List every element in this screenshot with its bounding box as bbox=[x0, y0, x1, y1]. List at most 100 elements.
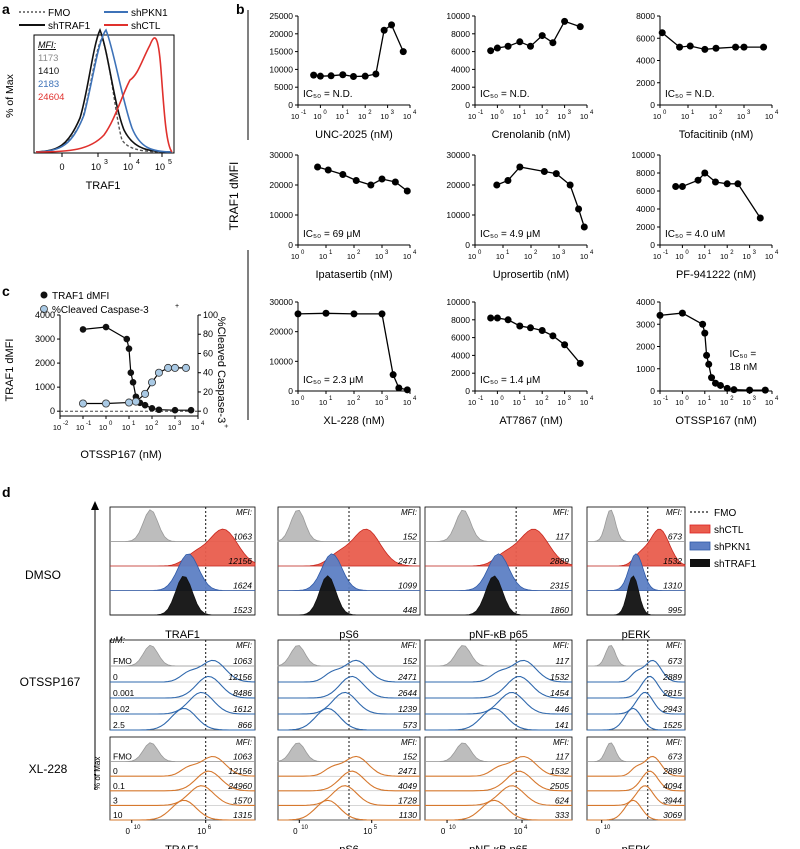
b-data-point bbox=[552, 170, 560, 178]
d-histogram bbox=[587, 645, 685, 667]
d-xtick-label: 10 bbox=[363, 827, 372, 836]
b-ytick-label: 2000 bbox=[636, 222, 655, 232]
b-xtick-exp: 2 bbox=[534, 250, 538, 256]
d-histogram bbox=[425, 659, 572, 683]
b-ytick-label: 10000 bbox=[446, 11, 470, 21]
b-ytick-label: 4000 bbox=[636, 56, 655, 66]
d-frame bbox=[586, 736, 686, 821]
c-xtick-exp: -2 bbox=[63, 421, 69, 427]
d-col-label-dmso: pERK bbox=[622, 629, 651, 641]
b-data-point bbox=[686, 42, 694, 50]
b-data-point bbox=[576, 23, 584, 31]
b-xtick-label: 10 bbox=[347, 398, 355, 407]
c-xtick-exp: 1 bbox=[132, 421, 136, 427]
b-data-point bbox=[723, 180, 731, 188]
c-legend-traf1-label: TRAF1 dMFI bbox=[52, 291, 109, 302]
b-data-point bbox=[294, 310, 302, 318]
legend-shpkn1-label: shPKN1 bbox=[131, 8, 168, 19]
c-traf1-point bbox=[129, 379, 137, 386]
c-ytick-label: 0 bbox=[50, 406, 55, 416]
c-traf1-point bbox=[187, 406, 195, 414]
d-mfi-value: 2471 bbox=[397, 556, 417, 566]
c-y2tick-label: 60 bbox=[203, 348, 213, 358]
d-mfi-value: 673 bbox=[668, 752, 682, 762]
d-histogram bbox=[587, 799, 685, 821]
b-ytick-label: 30000 bbox=[446, 150, 470, 160]
d-mfi-value: 2471 bbox=[397, 672, 417, 682]
b-xtick-label: 10 bbox=[535, 112, 543, 121]
b-xtick-label: 10 bbox=[681, 112, 689, 121]
b-xtick-label: 10 bbox=[535, 398, 543, 407]
a-xtick-label-1: 10 bbox=[91, 162, 101, 172]
b-data-point bbox=[760, 43, 768, 51]
b-xtick-label: 10 bbox=[313, 112, 321, 121]
d-histogram bbox=[587, 528, 686, 567]
b-ytick-label: 20000 bbox=[269, 29, 293, 39]
d-histogram bbox=[587, 707, 685, 731]
b-data-point bbox=[701, 169, 709, 177]
d-mfi-value: 152 bbox=[403, 532, 417, 542]
b-data-point bbox=[708, 374, 716, 382]
b-xtick-label: 10 bbox=[403, 398, 411, 407]
b-ic50: IC₅₀ = 1.4 μM bbox=[480, 375, 540, 386]
b-data-point bbox=[576, 359, 584, 367]
b-xtick-label: 10 bbox=[490, 398, 498, 407]
b-ytick-label: 2000 bbox=[636, 78, 655, 88]
d-mfi-value: 1063 bbox=[233, 656, 252, 666]
b-ic50: IC₅₀ = 4.9 μM bbox=[480, 229, 540, 240]
d-histogram bbox=[110, 755, 256, 777]
b-xtick-exp: 3 bbox=[562, 250, 566, 256]
b-ytick-label: 10000 bbox=[269, 356, 293, 366]
b-xtick-exp: 2 bbox=[730, 250, 734, 256]
b-data-point bbox=[487, 47, 495, 55]
d-mfi-value: 333 bbox=[555, 810, 569, 820]
d-xtick-exp: 6 bbox=[208, 825, 212, 831]
d-conc-label: FMO bbox=[113, 752, 132, 762]
c-legend-caspase-sup: + bbox=[175, 303, 179, 310]
d-histogram bbox=[425, 742, 572, 762]
d-mfi-header: MFI: bbox=[666, 641, 682, 650]
d-mfi-value: 448 bbox=[403, 605, 417, 615]
b-data-point bbox=[711, 178, 719, 186]
b-data-point bbox=[730, 386, 738, 394]
d-histogram bbox=[425, 707, 572, 731]
b-data-point bbox=[694, 176, 702, 184]
b-data-point bbox=[678, 309, 686, 317]
b-xtick-exp: 4 bbox=[590, 110, 594, 116]
a-xtick-exp-2: 4 bbox=[136, 159, 140, 166]
b-xtick-exp: 2 bbox=[357, 396, 361, 402]
b-xtick-label: 10 bbox=[524, 252, 532, 261]
d-histogram bbox=[110, 785, 255, 806]
d-legend-shctl-swatch bbox=[689, 524, 711, 534]
b-xtick-label: 10 bbox=[720, 398, 728, 407]
d-col-label-dmso: pNF-κB p65 bbox=[469, 629, 528, 641]
d-mfi-header: MFI: bbox=[236, 641, 252, 650]
d-mfi-value: 2815 bbox=[662, 688, 682, 698]
b-data-point bbox=[395, 384, 403, 392]
d-histogram bbox=[110, 659, 256, 683]
b-xtick-exp: -1 bbox=[663, 250, 669, 256]
panel-letter-d: d bbox=[2, 484, 11, 500]
b-data-point bbox=[339, 171, 347, 178]
d-histogram bbox=[425, 553, 572, 591]
d-mfi-value: 1523 bbox=[233, 605, 252, 615]
c-legend-caspase-label: %Cleaved Caspase-3 bbox=[52, 305, 149, 316]
d-histogram bbox=[110, 575, 255, 616]
b-data-point bbox=[734, 180, 742, 188]
d-mfi-value: 152 bbox=[403, 752, 417, 762]
b-xlabel: Uprosertib (nM) bbox=[493, 269, 569, 281]
d-histogram bbox=[278, 575, 420, 616]
hist-a-shtraf1 bbox=[35, 27, 173, 153]
b-xtick-label: 10 bbox=[319, 252, 327, 261]
b-data-point bbox=[378, 310, 386, 318]
d-frame bbox=[424, 639, 573, 731]
b-xtick-exp: 1 bbox=[523, 110, 527, 116]
d-histogram bbox=[278, 799, 420, 821]
d-mfi-value: 3944 bbox=[663, 795, 682, 805]
b-xtick-label: 10 bbox=[468, 112, 476, 121]
b-xtick-exp: 3 bbox=[391, 110, 395, 116]
c-xtick-label: 10 bbox=[53, 423, 61, 432]
b-xtick-label: 10 bbox=[403, 252, 411, 261]
